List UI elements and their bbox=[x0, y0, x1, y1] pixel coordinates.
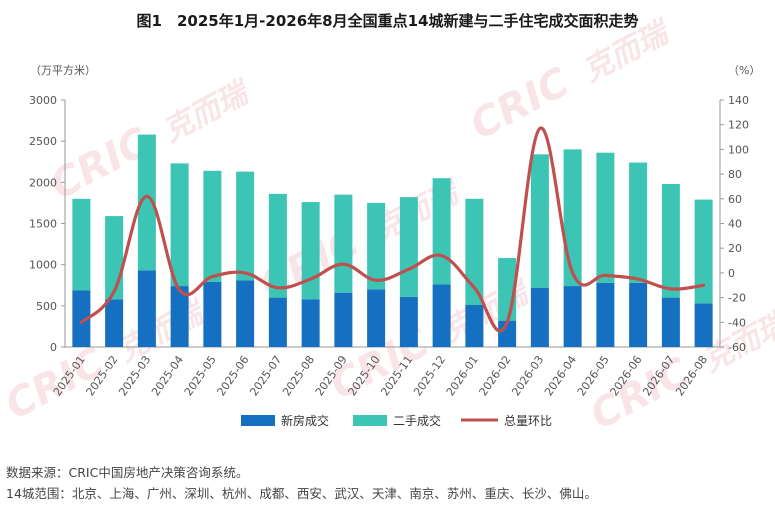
bar-second bbox=[203, 170, 222, 282]
watermark-latin: CRIC bbox=[463, 59, 577, 149]
watermark-cn: 克而瑞 bbox=[157, 74, 257, 150]
x-tick-label: 2025-05 bbox=[182, 353, 219, 398]
bar-new bbox=[236, 280, 255, 347]
bar-new bbox=[465, 305, 484, 347]
bar-second bbox=[105, 216, 124, 300]
bar-second bbox=[236, 171, 255, 281]
bar-second bbox=[268, 193, 287, 298]
bar-new bbox=[596, 282, 615, 347]
axes: 0 500 1000 1500 2000 2500 3000 -60 -40 -20 0 20 40 60… bbox=[29, 94, 749, 354]
bar-new bbox=[301, 299, 320, 347]
watermark-cn: 克而瑞 bbox=[112, 294, 212, 370]
x-tick-label: 2025-04 bbox=[149, 353, 186, 398]
bar-new bbox=[694, 303, 713, 347]
right-tick-label: 60 bbox=[728, 193, 742, 206]
left-tick-label: 1000 bbox=[29, 259, 57, 272]
right-tick-label: 120 bbox=[728, 119, 749, 132]
bar-second bbox=[661, 183, 680, 298]
left-tick-label: 3000 bbox=[29, 94, 57, 107]
x-tick-label: 2025-08 bbox=[280, 353, 317, 398]
left-tick-label: 0 bbox=[50, 341, 57, 354]
bar-second bbox=[367, 202, 386, 290]
legend-label-ratio: 总量环比 bbox=[504, 414, 552, 428]
bar-new bbox=[498, 320, 517, 347]
bar-second bbox=[137, 134, 156, 271]
bar-new bbox=[268, 297, 287, 347]
left-tick-label: 2500 bbox=[29, 135, 57, 148]
bar-new bbox=[105, 299, 124, 347]
legend-swatch-new bbox=[241, 415, 275, 426]
bar-second bbox=[629, 162, 648, 283]
right-tick-label: 100 bbox=[728, 143, 749, 156]
right-axis-unit: （%） bbox=[728, 64, 760, 77]
left-tick-label: 1500 bbox=[29, 218, 57, 231]
bar-new bbox=[137, 270, 156, 347]
bar-new bbox=[661, 297, 680, 347]
bar-second bbox=[399, 197, 418, 297]
bar-second bbox=[72, 198, 91, 291]
bar-second bbox=[432, 178, 451, 285]
right-tick-label: -40 bbox=[728, 316, 746, 329]
x-tick-label: 2026-04 bbox=[542, 353, 579, 398]
left-axis-unit: （万平方米） bbox=[30, 63, 96, 77]
ratio-line bbox=[79, 126, 706, 333]
x-tick-label: 2025-07 bbox=[247, 353, 284, 398]
watermark-cn: 克而瑞 bbox=[577, 14, 677, 90]
bar-new bbox=[367, 289, 386, 347]
legend-swatch-second bbox=[353, 415, 387, 426]
scope-note: 14城范围：北京、上海、广州、深圳、杭州、成都、西安、武汉、天津、南京、苏州、重… bbox=[6, 486, 597, 501]
right-tick-label: 0 bbox=[728, 267, 735, 280]
x-tick-label: 2026-01 bbox=[444, 353, 481, 398]
bar-new bbox=[563, 286, 582, 347]
x-tick-label: 2026-02 bbox=[477, 353, 514, 398]
right-tick-label: -20 bbox=[728, 292, 746, 305]
legend-label-second: 二手成交 bbox=[393, 413, 441, 428]
bar-new bbox=[629, 282, 648, 347]
right-tick-label: -60 bbox=[728, 341, 746, 354]
bar-second bbox=[596, 152, 615, 283]
bar-new bbox=[334, 292, 353, 347]
bar-new bbox=[170, 286, 189, 347]
legend: 新房成交 二手成交 总量环比 bbox=[241, 413, 552, 428]
legend-label-new: 新房成交 bbox=[281, 413, 329, 428]
bar-second bbox=[301, 202, 320, 300]
right-tick-label: 140 bbox=[728, 94, 749, 107]
bar-second bbox=[170, 163, 189, 287]
bar-second bbox=[465, 198, 484, 306]
x-tick-label: 2025-06 bbox=[215, 353, 252, 398]
chart-svg: CRIC克而瑞CRIC克而瑞CRIC克而瑞CRIC克而瑞CRIC克而瑞CRIC克… bbox=[0, 14, 775, 439]
bar-new bbox=[432, 284, 451, 347]
x-tick-label: 2026-03 bbox=[509, 353, 546, 398]
left-tick-label: 2000 bbox=[29, 176, 57, 189]
right-tick-label: 20 bbox=[728, 242, 742, 255]
bar-new bbox=[530, 287, 549, 347]
chart-title: 图1 2025年1月-2026年8月全国重点14城新建与二手住宅成交面积走势 bbox=[136, 12, 639, 30]
bar-second bbox=[694, 199, 713, 304]
notes: 数据来源：CRIC中国房地产决策咨询系统。 14城范围：北京、上海、广州、深圳、… bbox=[6, 462, 597, 504]
bar-new bbox=[72, 290, 91, 347]
bar-second bbox=[530, 154, 549, 288]
bars bbox=[72, 134, 713, 347]
source-note: 数据来源：CRIC中国房地产决策咨询系统。 bbox=[6, 465, 249, 480]
right-tick-label: 40 bbox=[728, 218, 742, 231]
bar-second bbox=[563, 149, 582, 287]
left-tick-label: 500 bbox=[36, 300, 57, 313]
bar-second bbox=[334, 194, 353, 293]
right-tick-label: 80 bbox=[728, 168, 742, 181]
bar-new bbox=[203, 281, 222, 347]
bar-new bbox=[399, 296, 418, 347]
